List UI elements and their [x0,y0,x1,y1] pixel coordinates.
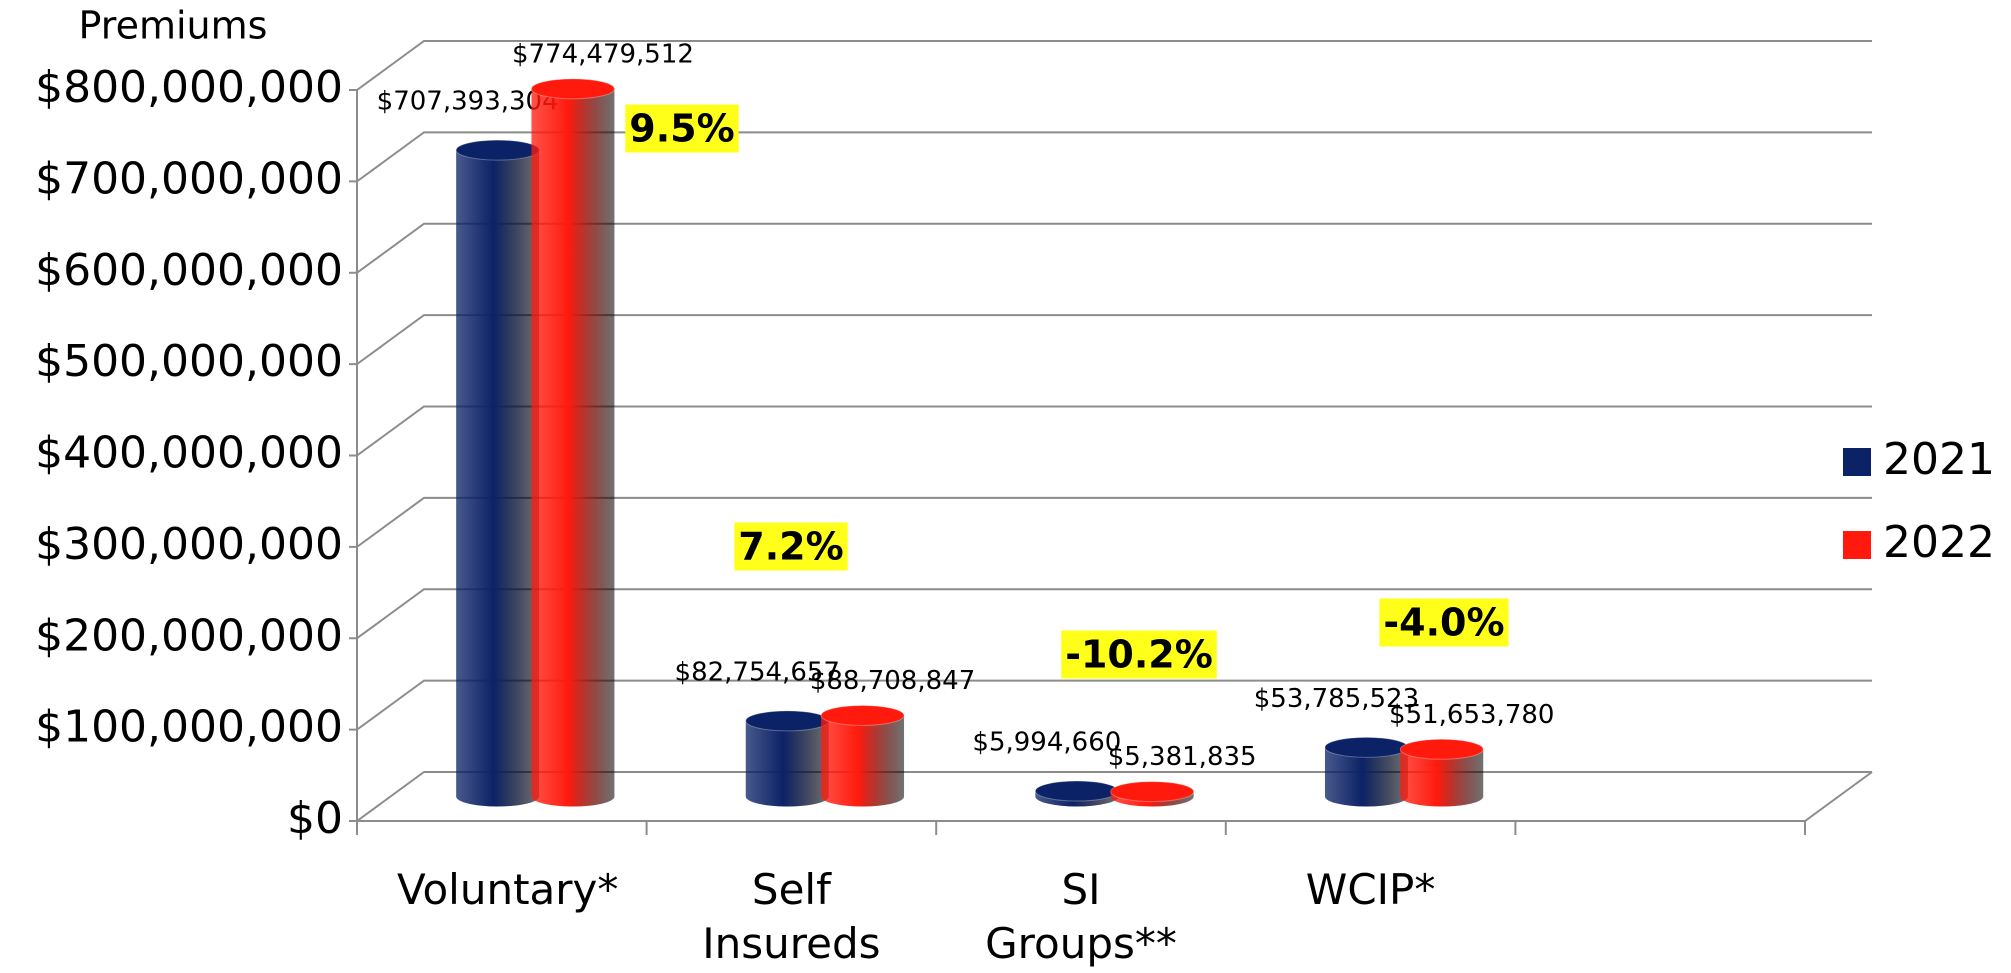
value-label: $774,479,512 [512,39,694,69]
change-label: 9.5% [629,107,734,151]
change-label: -4.0% [1383,601,1504,645]
x-tick-label: SI Groups** [985,865,1177,968]
y-tick-label: $400,000,000 [35,428,343,479]
change-label: -10.2% [1065,633,1213,677]
grid-line [356,588,1872,640]
grid-line [356,314,1872,365]
value-label: $707,393,304 [377,87,559,117]
y-tick-label: $500,000,000 [35,336,343,387]
bar-top [1034,780,1119,802]
y-tick-label: $600,000,000 [35,245,343,296]
change-highlight [734,522,848,571]
bar-top [820,704,905,726]
bar-top [1324,736,1409,758]
grid-line [356,131,1872,183]
bar [745,720,829,807]
x-tick-label: Self Insureds [702,865,881,968]
x-tick-label: WCIP* [1305,865,1436,914]
x-tick-label: Voluntary* [397,865,619,914]
bar [1324,747,1408,807]
y-tick-label: $200,000,000 [35,610,343,661]
value-label: $5,381,835 [1108,742,1257,772]
grid-line [356,405,1872,457]
value-label: $5,994,660 [972,728,1121,758]
bar [1400,749,1484,807]
y-axis-label: Premiums [79,4,268,48]
y-tick-label: $700,000,000 [35,153,343,204]
legend-label: 2022 [1883,517,1995,568]
change-highlight [1061,630,1217,679]
y-tick-label: $300,000,000 [35,519,343,570]
legend-swatch [1843,448,1871,476]
bar-top [745,710,830,732]
y-tick-label: $100,000,000 [35,702,343,753]
bar [531,88,615,807]
bar-top [1110,781,1195,803]
y-tick-label: $0 [287,793,343,844]
bar [456,150,540,807]
change-highlight [625,104,739,153]
change-highlight [1379,598,1509,647]
grid-line [356,40,1872,91]
value-label: $82,754,657 [675,657,840,687]
grid-line [356,222,1872,274]
bar [821,715,905,807]
change-label: 7.2% [738,525,843,569]
value-label: $51,653,780 [1389,700,1554,730]
bar-top [1399,738,1484,760]
legend-label: 2021 [1883,434,1995,485]
bar-top [455,139,540,161]
legend-swatch [1843,531,1871,559]
value-label: $53,785,523 [1254,684,1419,714]
bar-top [530,78,615,100]
value-label: $88,708,847 [810,666,975,696]
y-tick-label: $800,000,000 [35,62,343,113]
grid-line [356,496,1872,548]
grid-line [356,679,1872,731]
